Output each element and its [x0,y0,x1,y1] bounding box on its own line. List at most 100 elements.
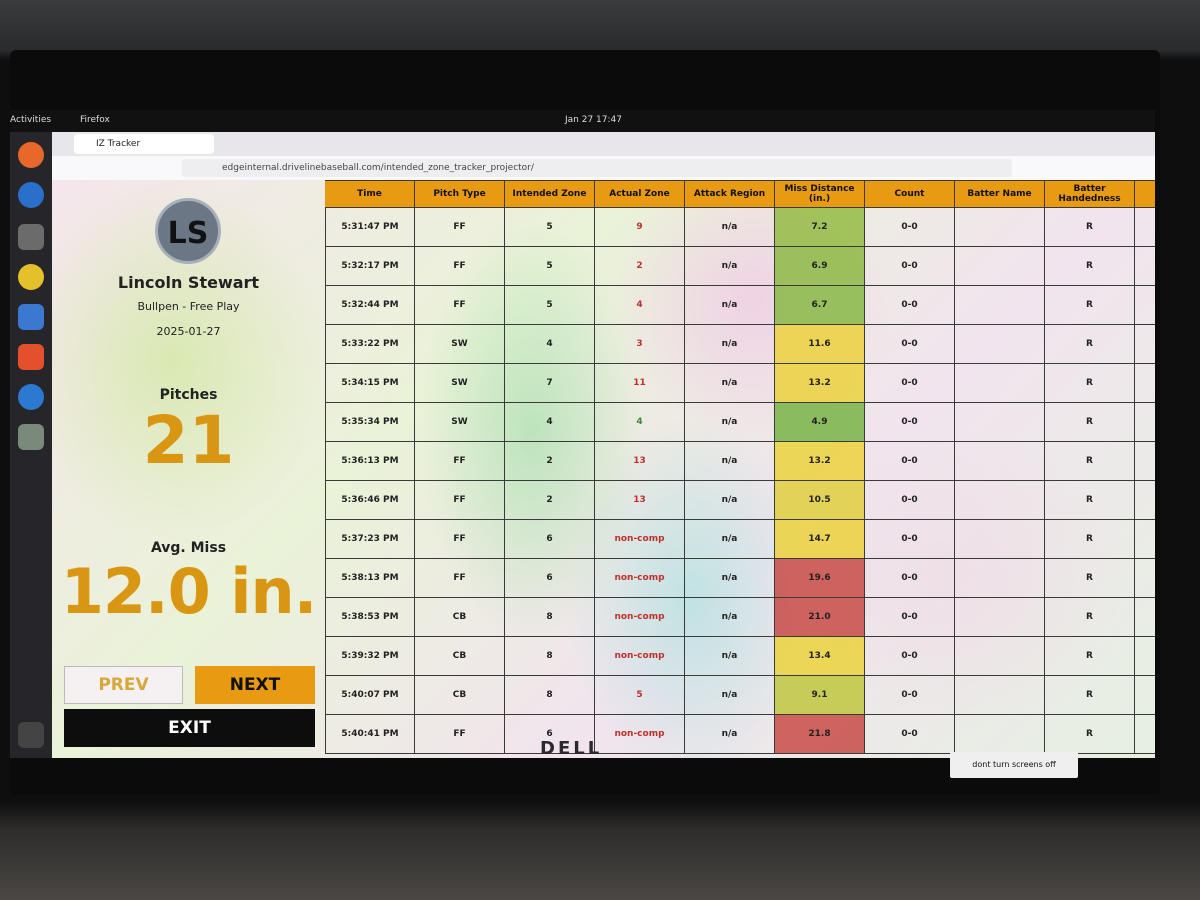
navigation-bar: edgeinternal.drivelinebaseball.com/inten… [52,156,1155,181]
screen: Activities Firefox Jan 27 17:47 IZ Track… [10,110,1155,758]
cell-extra [1135,559,1155,598]
cell-intended-zone: 5 [505,286,595,325]
cell-extra [1135,520,1155,559]
cell-handedness: R [1045,403,1135,442]
cell-intended-zone: 4 [505,325,595,364]
column-header: Miss Distance (in.) [775,180,865,208]
dock-icon[interactable] [18,264,44,290]
table-row: 5:33:22 PM SW 4 3 n/a 11.6 0-0 R [325,325,1155,364]
cell-miss: 7.2 [775,208,865,247]
dock-icon[interactable] [18,344,44,370]
dock-icon[interactable] [18,182,44,208]
cell-attack-region: n/a [685,559,775,598]
cell-handedness: R [1045,286,1135,325]
cell-batter-name [955,442,1045,481]
cell-actual-zone: 13 [595,442,685,481]
cell-extra [1135,442,1155,481]
next-button[interactable]: NEXT [195,666,315,704]
table-row: 5:32:17 PM FF 5 2 n/a 6.9 0-0 R [325,247,1155,286]
cell-pitch-type: FF [415,559,505,598]
page-content: LS Lincoln Stewart Bullpen - Free Play 2… [52,180,1155,758]
cell-count: 0-0 [865,598,955,637]
cell-count: 0-0 [865,442,955,481]
cell-time: 5:38:13 PM [325,559,415,598]
cell-attack-region: n/a [685,676,775,715]
app-grid[interactable] [18,722,44,748]
dock-icon[interactable] [18,384,44,410]
cell-extra [1135,481,1155,520]
sticker: dont turn screens off [950,752,1078,778]
cell-handedness: R [1045,637,1135,676]
cell-actual-zone: non-comp [595,715,685,754]
cell-intended-zone: 8 [505,598,595,637]
cell-intended-zone: 5 [505,247,595,286]
cell-count: 0-0 [865,325,955,364]
cell-pitch-type: SW [415,364,505,403]
table-row: 5:38:13 PM FF 6 non-comp n/a 19.6 0-0 R [325,559,1155,598]
cell-pitch-type: FF [415,208,505,247]
cell-miss: 4.9 [775,403,865,442]
cell-miss: 6.9 [775,247,865,286]
cell-count: 0-0 [865,637,955,676]
browser-tab[interactable]: IZ Tracker [74,134,214,154]
cell-intended-zone: 8 [505,676,595,715]
cell-batter-name [955,676,1045,715]
cell-miss: 9.1 [775,676,865,715]
cell-intended-zone: 6 [505,559,595,598]
cell-attack-region: n/a [685,325,775,364]
monitor-bezel: Activities Firefox Jan 27 17:47 IZ Track… [10,50,1160,795]
cell-count: 0-0 [865,676,955,715]
dock-icon[interactable] [18,224,44,250]
cell-batter-name [955,520,1045,559]
activities[interactable]: Activities [10,115,52,125]
system-top-bar: Activities Firefox Jan 27 17:47 [10,110,1155,132]
avatar: LS [155,198,221,264]
cell-miss: 21.0 [775,598,865,637]
table-row: 5:31:47 PM FF 5 9 n/a 7.2 0-0 R [325,208,1155,247]
cell-actual-zone: non-comp [595,598,685,637]
cell-batter-name [955,325,1045,364]
cell-count: 0-0 [865,520,955,559]
cell-handedness: R [1045,208,1135,247]
cell-intended-zone: 6 [505,520,595,559]
cell-pitch-type: FF [415,247,505,286]
url-field[interactable]: edgeinternal.drivelinebaseball.com/inten… [182,159,1012,177]
pitcher-panel: LS Lincoln Stewart Bullpen - Free Play 2… [52,180,325,758]
cell-batter-name [955,559,1045,598]
cell-time: 5:38:53 PM [325,598,415,637]
cell-batter-name [955,598,1045,637]
cell-extra [1135,208,1155,247]
cell-time: 5:35:34 PM [325,403,415,442]
cell-actual-zone: 9 [595,208,685,247]
avg-miss: 12.0 in. [60,555,318,628]
cell-extra [1135,286,1155,325]
cell-attack-region: n/a [685,637,775,676]
column-header: Pitch Type [415,180,505,208]
table-row: 5:35:34 PM SW 4 4 n/a 4.9 0-0 R [325,403,1155,442]
table-row: 5:39:32 PM CB 8 non-comp n/a 13.4 0-0 R [325,637,1155,676]
cell-count: 0-0 [865,559,955,598]
cell-pitch-type: FF [415,442,505,481]
pitches-count: 21 [142,402,235,479]
cell-batter-name [955,715,1045,754]
cell-intended-zone: 2 [505,442,595,481]
cell-extra [1135,598,1155,637]
cell-time: 5:37:23 PM [325,520,415,559]
prev-button[interactable]: PREV [64,666,183,704]
dock-icon[interactable] [18,304,44,330]
dock-icon[interactable] [18,142,44,168]
cell-miss: 13.2 [775,442,865,481]
cell-miss: 11.6 [775,325,865,364]
cell-actual-zone: non-comp [595,559,685,598]
cell-handedness: R [1045,364,1135,403]
cell-actual-zone: 11 [595,364,685,403]
cell-batter-name [955,286,1045,325]
cell-handedness: R [1045,442,1135,481]
cell-extra [1135,325,1155,364]
cell-actual-zone: non-comp [595,637,685,676]
cell-attack-region: n/a [685,247,775,286]
dock-icon[interactable] [18,424,44,450]
exit-button[interactable]: EXIT [64,709,315,747]
cell-attack-region: n/a [685,208,775,247]
cell-batter-name [955,481,1045,520]
